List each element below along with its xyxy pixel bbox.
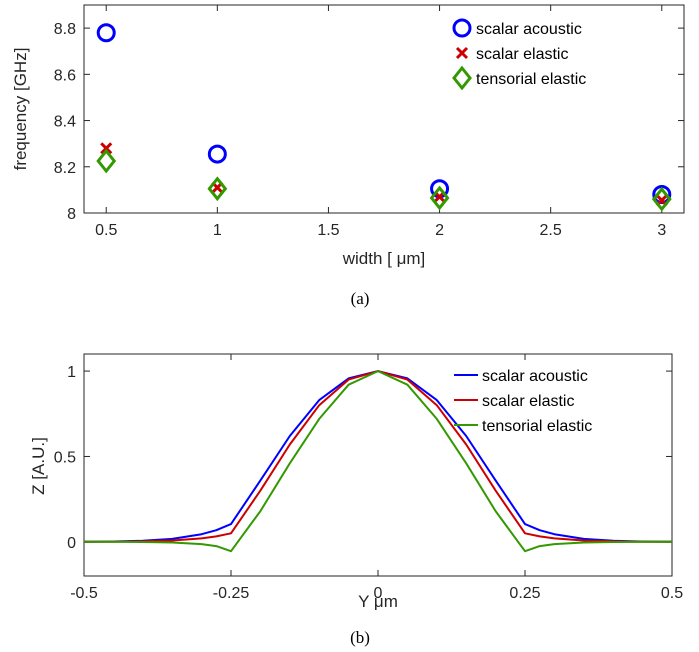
- data-point-tensorial-elastic: [96, 148, 117, 174]
- panel-a-markers: [96, 23, 672, 212]
- legend-label: scalar acoustic: [476, 21, 582, 38]
- panel-a-y-tick-label: 8.6: [54, 67, 76, 84]
- panel-b-x-tick-label: -0.5: [70, 585, 98, 602]
- panel-b-ticks: -0.5 -0.25 0 0.25 0.5 0 0.5 1: [54, 354, 683, 602]
- legend-label: scalar elastic: [482, 393, 574, 410]
- data-point-scalar-acoustic: [207, 144, 227, 164]
- panel-a-x-tick-label: 0.5: [95, 222, 117, 239]
- data-point-tensorial-elastic: [651, 186, 672, 212]
- panel-b-x-axis-label: Y μm: [358, 592, 398, 611]
- legend-marker-scalar-elastic: [455, 46, 469, 60]
- panel-b-y-tick-label: 1: [67, 364, 76, 381]
- panel-b-profile: -0.5 -0.25 0 0.25 0.5 0 0.5 1 Z [A.U.] Y μm sca…: [29, 353, 683, 647]
- data-point-tensorial-elastic: [429, 185, 450, 211]
- panel-b-x-tick-label: 0: [374, 585, 383, 602]
- panel-a-y-axis-label: frequency [GHz]: [11, 48, 30, 171]
- panel-a-y-tick-label: 8.4: [54, 114, 76, 131]
- panel-b-x-tick-label: -0.25: [213, 585, 250, 602]
- panel-b-legend: scalar acoustic scalar elastic tensorial e…: [454, 368, 592, 435]
- panel-b-y-tick-label: 0: [67, 535, 76, 552]
- panel-a-x-tick-label: 2.5: [540, 222, 562, 239]
- panel-a-plot-area: [83, 4, 685, 214]
- panel-a-x-axis-label: width [ μm]: [342, 249, 426, 268]
- data-point-scalar-acoustic: [652, 185, 672, 205]
- panel-a-caption: (a): [351, 289, 370, 308]
- panel-a-y-tick-label: 8.2: [54, 160, 76, 177]
- legend-label: scalar elastic: [476, 46, 568, 63]
- legend-label: tensorial elastic: [482, 418, 592, 435]
- legend-marker-scalar-acoustic: [452, 18, 472, 38]
- panel-b-caption: (b): [350, 628, 370, 647]
- legend-label: scalar acoustic: [482, 368, 588, 385]
- panel-b-lines: [83, 370, 673, 553]
- series-line-tensorial-elastic: [84, 370, 672, 553]
- panel-a-x-tick-label: 1: [213, 222, 222, 239]
- legend-marker-tensorial-elastic: [452, 65, 472, 91]
- panel-b-y-tick-label: 0.5: [54, 449, 76, 466]
- panel-a-ticks: 0.5 1 1.5 2 2.5 3 8 8.2 8.4 8.6 8.8: [54, 5, 684, 239]
- panel-a-y-tick-label: 8.8: [54, 21, 76, 38]
- panel-a-x-tick-label: 2: [435, 222, 444, 239]
- data-point-tensorial-elastic: [207, 176, 228, 202]
- panel-b-y-axis-label: Z [A.U.]: [29, 437, 48, 495]
- data-point-scalar-acoustic: [96, 23, 116, 43]
- panel-a-x-tick-label: 3: [657, 222, 666, 239]
- panel-b-x-tick-label: 0.5: [661, 585, 683, 602]
- panel-a-legend: scalar acoustic scalar elastic tensorial e…: [452, 18, 586, 91]
- panel-a-y-tick-label: 8: [67, 206, 76, 223]
- panel-b-x-tick-label: 0.25: [509, 585, 540, 602]
- legend-label: tensorial elastic: [476, 71, 586, 88]
- panel-a-x-tick-label: 1.5: [317, 222, 339, 239]
- data-point-scalar-elastic: [100, 142, 113, 155]
- panel-a-frequency-vs-width: 0.5 1 1.5 2 2.5 3 8 8.2 8.4 8.6 8.8 frequency [GHz…: [11, 4, 685, 308]
